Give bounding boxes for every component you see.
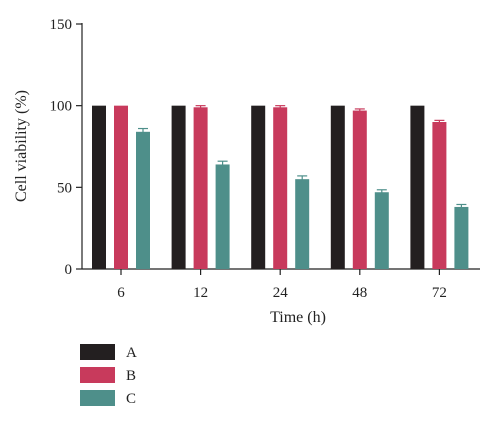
bar-A-48 [330,105,345,270]
x-tick-label: 6 [117,285,125,301]
bar-B-48 [352,110,367,269]
legend-label-C: C [126,391,136,407]
bar-A-12 [171,105,186,270]
bar-A-72 [410,105,425,270]
bar-A-6 [92,105,106,270]
bar-B-6 [114,105,128,270]
x-axis-title: Time (h) [270,309,326,326]
x-tick-label: 48 [352,285,367,301]
bar-C-6 [136,131,150,269]
bars [92,105,469,270]
legend-label-A: A [126,345,137,361]
y-tick-label: 50 [57,180,72,196]
legend: ABC [80,344,137,407]
bar-B-72 [432,122,447,269]
x-tick-label: 12 [193,285,208,301]
legend-swatch-B [80,367,115,383]
x-tick-labels: 6 12 24 48 72 [117,285,447,301]
bar-B-12 [193,107,208,269]
bar-C-48 [374,192,389,269]
y-tick-label: 150 [50,17,73,33]
y-axis-title: Cell viability (%) [13,90,30,202]
bar-C-24 [295,179,310,269]
y-tick-label: 0 [65,262,73,278]
bar-B-24 [273,107,288,269]
legend-label-B: B [126,368,136,384]
x-tick-label: 72 [432,285,447,301]
legend-swatch-C [80,390,115,406]
x-tick-label: 24 [273,285,289,301]
bar-A-24 [251,105,266,270]
bar-C-72 [454,206,469,269]
y-tick-label: 100 [50,99,73,115]
legend-swatch-A [80,344,115,360]
y-tick-labels: 0 50 100 150 [50,17,73,278]
bar-C-12 [215,164,230,269]
